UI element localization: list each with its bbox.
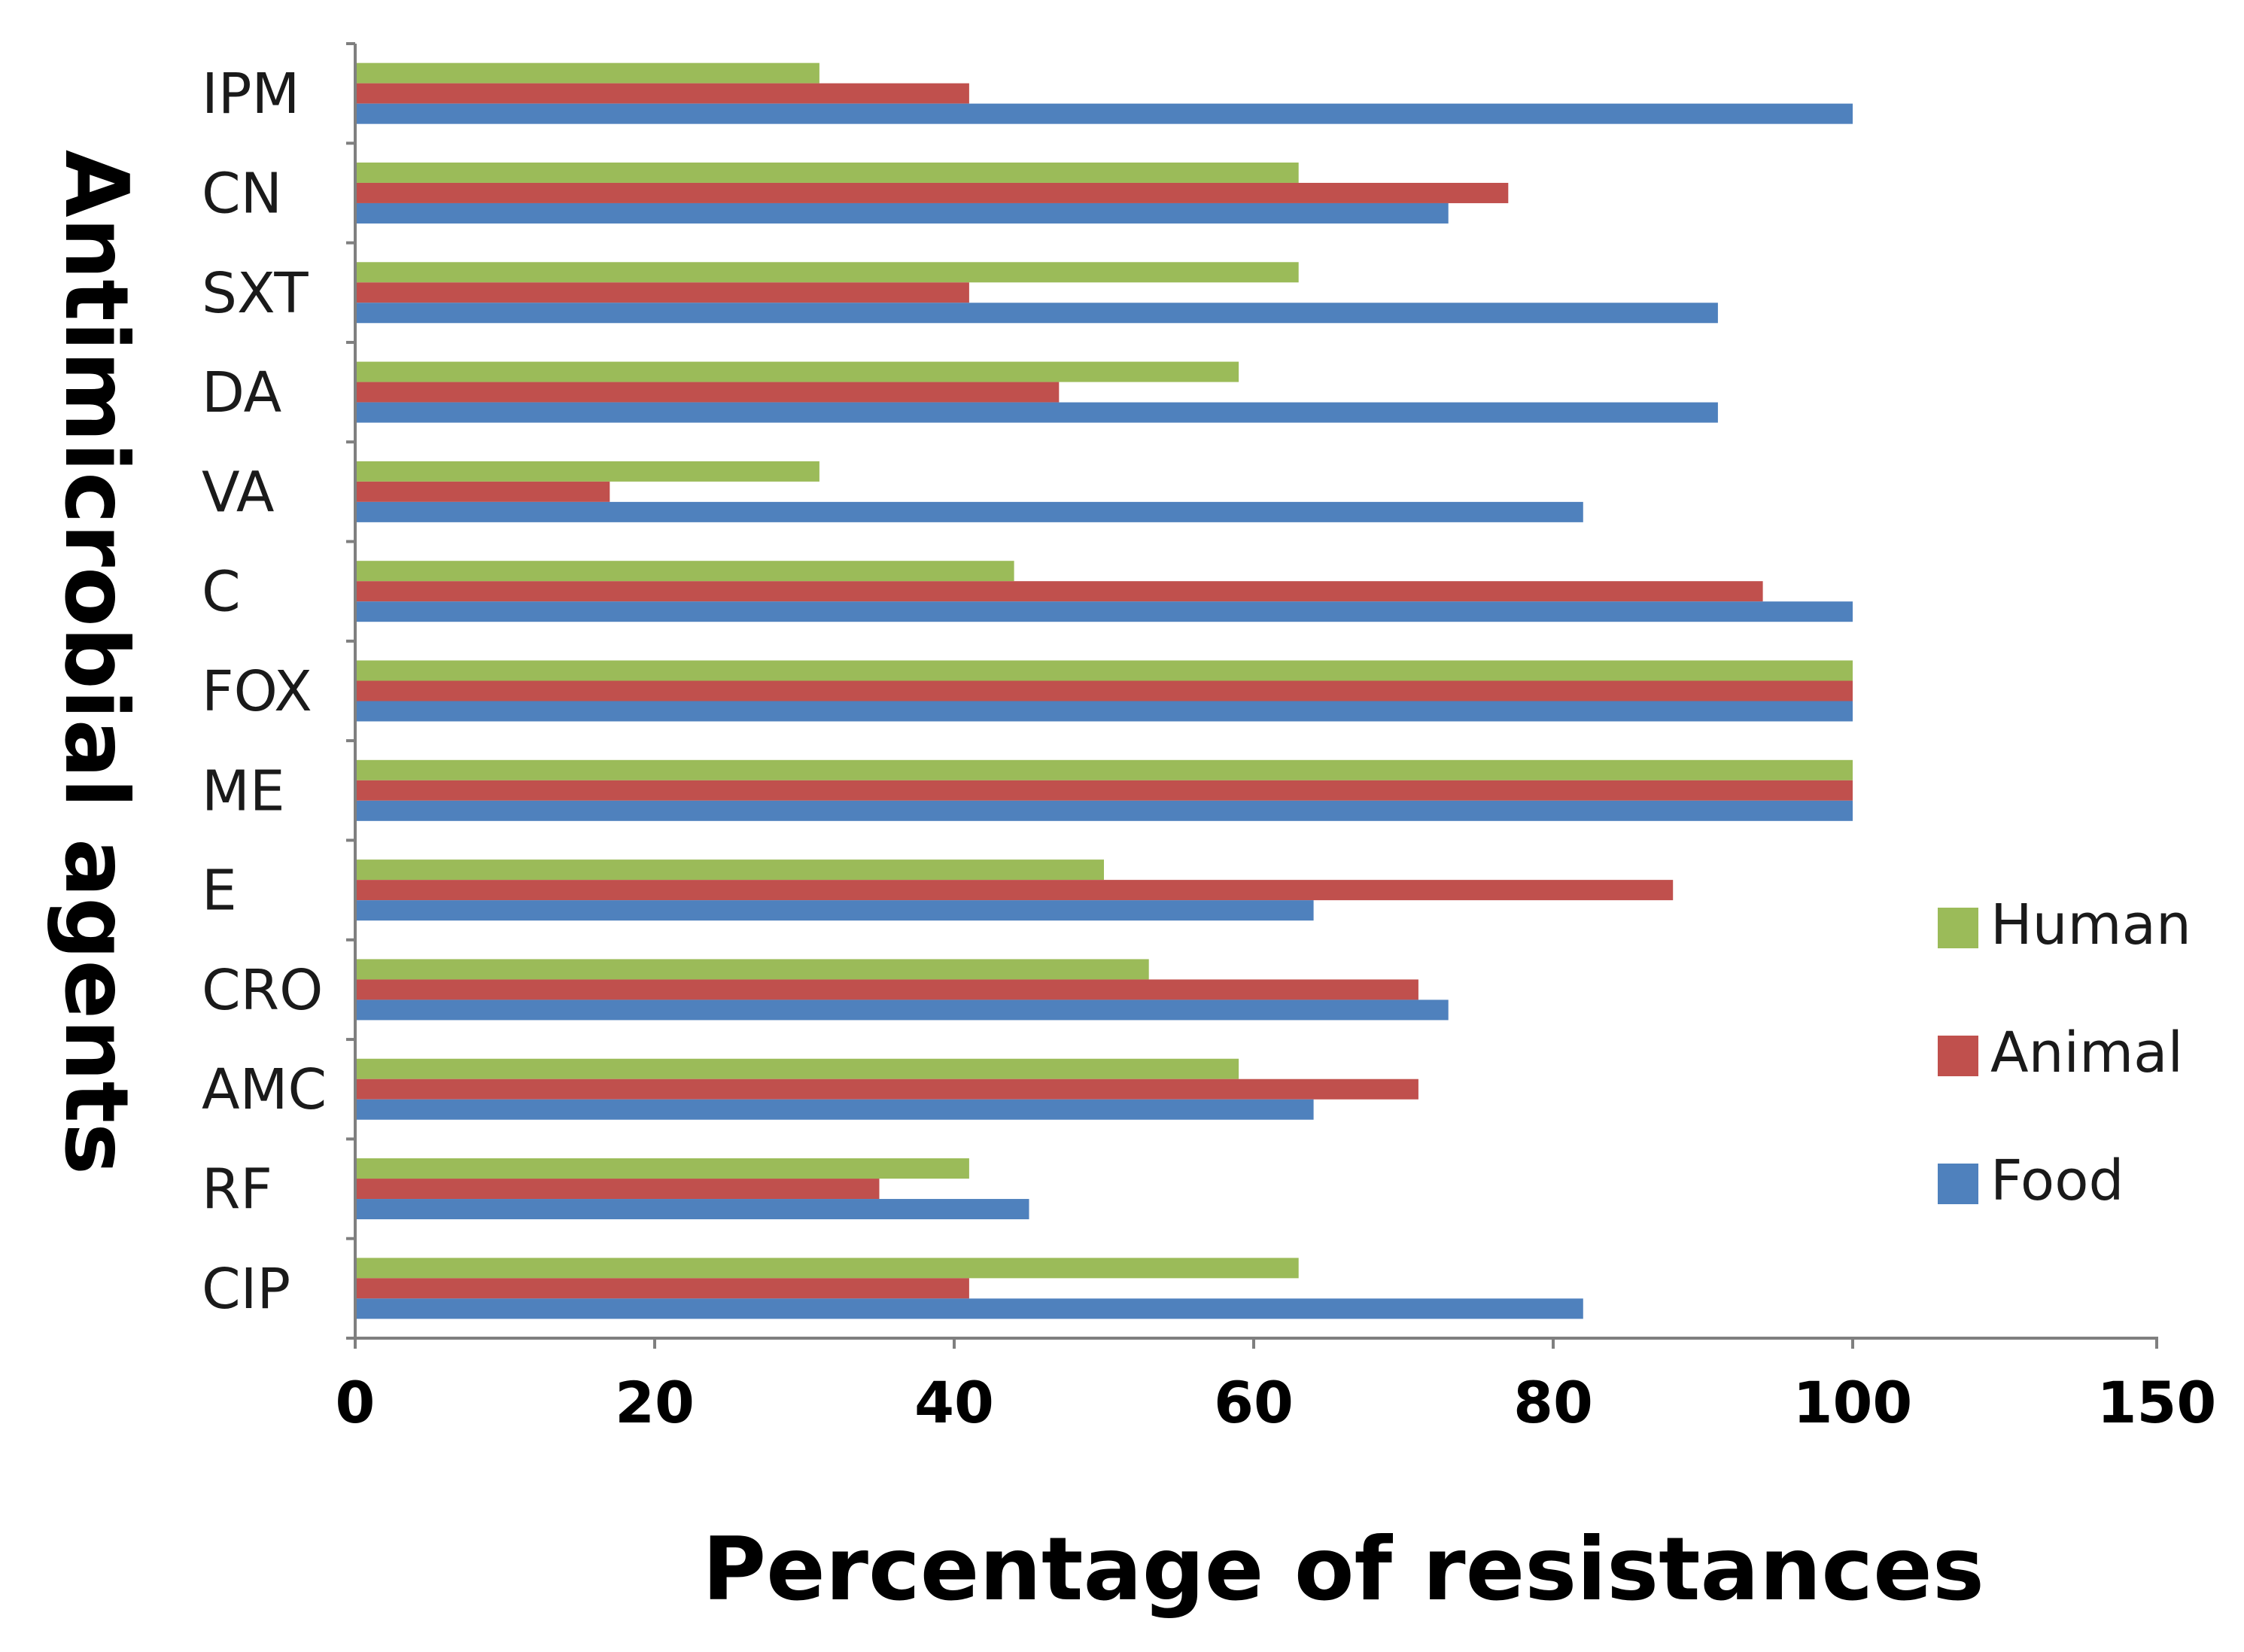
bar-food-cro	[355, 999, 1449, 1021]
legend-swatch-food	[1938, 1164, 1978, 1204]
legend-label-food: Food	[1990, 1148, 2124, 1213]
bar-food-cn	[355, 202, 1449, 224]
x-tick-label-20: 20	[615, 1369, 695, 1436]
bar-human-cip	[355, 1258, 1299, 1279]
bar-human-me	[355, 759, 1853, 780]
bar-human-rf	[355, 1158, 969, 1179]
bar-animal-cn	[355, 182, 1509, 203]
bar-animal-cro	[355, 979, 1418, 1000]
bar-human-amc	[355, 1058, 1239, 1079]
category-label-me: ME	[202, 759, 285, 823]
category-label-da: DA	[202, 361, 282, 425]
category-label-rf: RF	[202, 1158, 272, 1222]
x-tick-label-40: 40	[914, 1369, 994, 1436]
y-axis-title: Antimicrobial agents	[45, 150, 147, 1175]
bar-food-e	[355, 900, 1314, 921]
bars-layer	[355, 62, 1853, 1319]
x-axis-title: Percentage of resistances	[702, 1519, 1984, 1620]
bar-human-c	[355, 561, 1014, 582]
bar-food-me	[355, 800, 1853, 821]
bar-animal-amc	[355, 1079, 1418, 1100]
category-label-amc: AMC	[202, 1057, 327, 1122]
bar-animal-va	[355, 481, 610, 502]
bar-human-fox	[355, 660, 1853, 681]
bar-animal-me	[355, 780, 1853, 801]
bar-animal-cip	[355, 1278, 969, 1299]
category-label-cro: CRO	[202, 958, 323, 1023]
bar-animal-e	[355, 880, 1674, 901]
bar-human-va	[355, 461, 819, 482]
category-label-fox: FOX	[202, 659, 312, 724]
bar-animal-fox	[355, 680, 1853, 701]
x-tick-label-0: 0	[336, 1369, 376, 1436]
bar-food-c	[355, 601, 1853, 622]
y-axis-ticks	[346, 42, 355, 1340]
x-axis-ticks	[354, 1338, 2158, 1349]
bar-food-fox	[355, 701, 1853, 722]
bar-human-da	[355, 361, 1239, 382]
legend-label-human: Human	[1990, 893, 2191, 957]
bar-human-ipm	[355, 62, 819, 84]
bar-food-sxt	[355, 303, 1718, 324]
bar-human-cn	[355, 162, 1299, 183]
x-tick-label-150: 150	[2097, 1369, 2217, 1436]
legend-swatch-animal	[1938, 1036, 1978, 1076]
legend-label-animal: Animal	[1990, 1021, 2183, 1085]
bar-food-amc	[355, 1099, 1314, 1120]
category-label-va: VA	[202, 460, 275, 525]
bar-animal-c	[355, 581, 1763, 602]
category-label-e: E	[202, 859, 237, 923]
bar-food-da	[355, 402, 1718, 423]
x-tick-labels: 0 20 40 60 80 100 150	[336, 1369, 2217, 1436]
legend: Human Animal Food	[1938, 893, 2191, 1213]
bar-animal-rf	[355, 1179, 880, 1200]
legend-swatch-human	[1938, 908, 1978, 948]
bar-food-cip	[355, 1298, 1583, 1319]
bar-human-sxt	[355, 262, 1299, 283]
category-label-cip: CIP	[202, 1257, 290, 1322]
bar-animal-da	[355, 382, 1060, 403]
x-tick-label-100: 100	[1793, 1369, 1913, 1436]
bar-food-va	[355, 501, 1583, 522]
category-label-c: C	[202, 560, 241, 625]
bar-human-cro	[355, 959, 1149, 980]
bar-food-ipm	[355, 103, 1853, 124]
category-label-cn: CN	[202, 161, 282, 226]
x-tick-label-80: 80	[1513, 1369, 1593, 1436]
bar-animal-ipm	[355, 83, 969, 104]
category-label-sxt: SXT	[202, 261, 309, 326]
category-labels: IPM CN SXT DA VA C FOX ME E CRO AMC RF CIP	[202, 62, 327, 1322]
category-label-ipm: IPM	[202, 62, 300, 126]
bar-animal-sxt	[355, 282, 969, 303]
bar-food-rf	[355, 1199, 1029, 1220]
bar-human-e	[355, 859, 1104, 881]
x-tick-label-60: 60	[1214, 1369, 1294, 1436]
